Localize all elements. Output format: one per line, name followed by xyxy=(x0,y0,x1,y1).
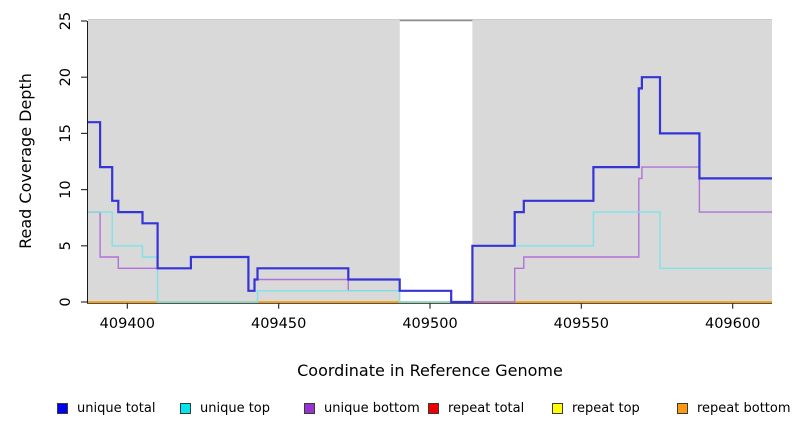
coverage-gap-region xyxy=(399,19,473,302)
legend-item-unique-top: unique top xyxy=(180,399,270,417)
legend-label: unique top xyxy=(200,400,271,416)
y-axis-label: Read Coverage Depth xyxy=(16,73,35,249)
x-tick-label: 409600 xyxy=(705,316,760,332)
y-tick-label: 25 xyxy=(58,12,74,30)
x-axis-label: Coordinate in Reference Genome xyxy=(297,361,563,380)
legend-item-repeat-bottom: repeat bottom xyxy=(677,399,791,417)
legend-swatch-icon xyxy=(677,402,688,414)
legend-label: repeat total xyxy=(448,400,525,416)
legend-swatch-icon xyxy=(428,402,439,414)
legend-swatch-icon xyxy=(180,402,191,414)
y-tick-label: 5 xyxy=(58,241,74,250)
legend-item-unique-total: unique total xyxy=(57,399,155,417)
y-tick-label: 10 xyxy=(58,180,74,198)
legend-item-repeat-top: repeat top xyxy=(552,399,640,417)
x-tick-label: 409450 xyxy=(251,316,306,332)
legend-label: repeat top xyxy=(572,400,640,416)
legend: unique total unique top unique bottom repea… xyxy=(0,399,792,419)
x-tick-label: 409550 xyxy=(554,316,609,332)
y-tick-label: 20 xyxy=(58,68,74,86)
legend-label: unique bottom xyxy=(324,400,420,416)
x-tick-label: 409400 xyxy=(100,316,155,332)
legend-label: repeat bottom xyxy=(697,400,791,416)
series-unique-total xyxy=(88,76,772,304)
legend-swatch-icon xyxy=(57,402,68,414)
y-tick-label: 0 xyxy=(58,297,74,306)
legend-item-unique-bottom: unique bottom xyxy=(304,399,420,417)
legend-item-repeat-total: repeat total xyxy=(428,399,524,417)
legend-swatch-icon xyxy=(304,402,315,414)
series-unique-top xyxy=(88,211,772,303)
y-tick-label: 15 xyxy=(58,124,74,142)
x-tick-label: 409500 xyxy=(402,316,457,332)
legend-label: unique total xyxy=(77,400,156,416)
legend-swatch-icon xyxy=(552,402,563,414)
